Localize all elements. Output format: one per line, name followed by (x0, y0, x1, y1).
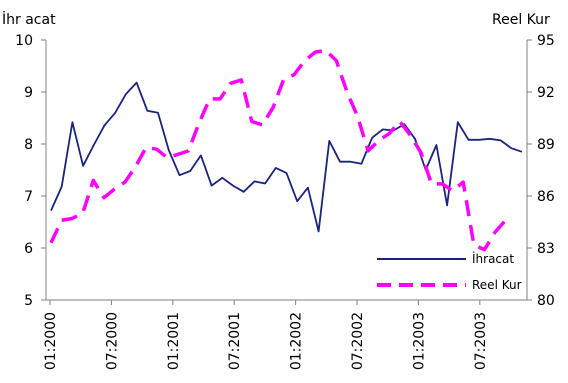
series-line-ihracat (50, 81, 523, 233)
right-axis-ticks: 80 83 86 89 92 95 (527, 33, 555, 309)
x-tick-label: 07:2002 (350, 312, 366, 370)
right-tick-label: 89 (537, 137, 555, 153)
x-tick-label: 07:2000 (104, 312, 120, 370)
right-tick-label: 95 (537, 33, 555, 49)
x-tick-label: 07:2003 (473, 312, 489, 370)
x-tick-label: 01:2000 (43, 312, 59, 370)
left-tick-label: 7 (24, 189, 33, 205)
legend-label-ihracat: İhracat (472, 251, 514, 266)
right-tick-label: 92 (537, 85, 555, 101)
left-tick-label: 5 (24, 293, 33, 309)
left-axis-ticks: 5 6 7 8 9 10 (15, 33, 46, 309)
x-tick-label: 01:2001 (166, 312, 182, 370)
series-line-reel-kur (49, 48, 507, 252)
x-tick-label: 01:2003 (411, 312, 427, 370)
left-tick-label: 10 (15, 33, 33, 49)
legend-label-reel-kur: Reel Kur (472, 278, 522, 292)
x-tick-label: 01:2002 (289, 312, 305, 370)
legend: İhracat Reel Kur (377, 251, 522, 292)
left-tick-label: 6 (24, 241, 33, 257)
right-tick-label: 80 (537, 293, 555, 309)
x-axis-ticks: 01:2000 07:2000 01:2001 07:2001 01:2002 07:20… (43, 300, 489, 370)
left-tick-label: 9 (24, 85, 33, 101)
right-tick-label: 83 (537, 241, 555, 257)
right-tick-label: 86 (537, 189, 555, 205)
left-axis-title: İhr acat (2, 10, 56, 28)
x-tick-label: 07:2001 (227, 312, 243, 370)
right-axis-title: Reel Kur (492, 12, 550, 28)
series-layer (49, 48, 523, 252)
left-tick-label: 8 (24, 137, 33, 153)
